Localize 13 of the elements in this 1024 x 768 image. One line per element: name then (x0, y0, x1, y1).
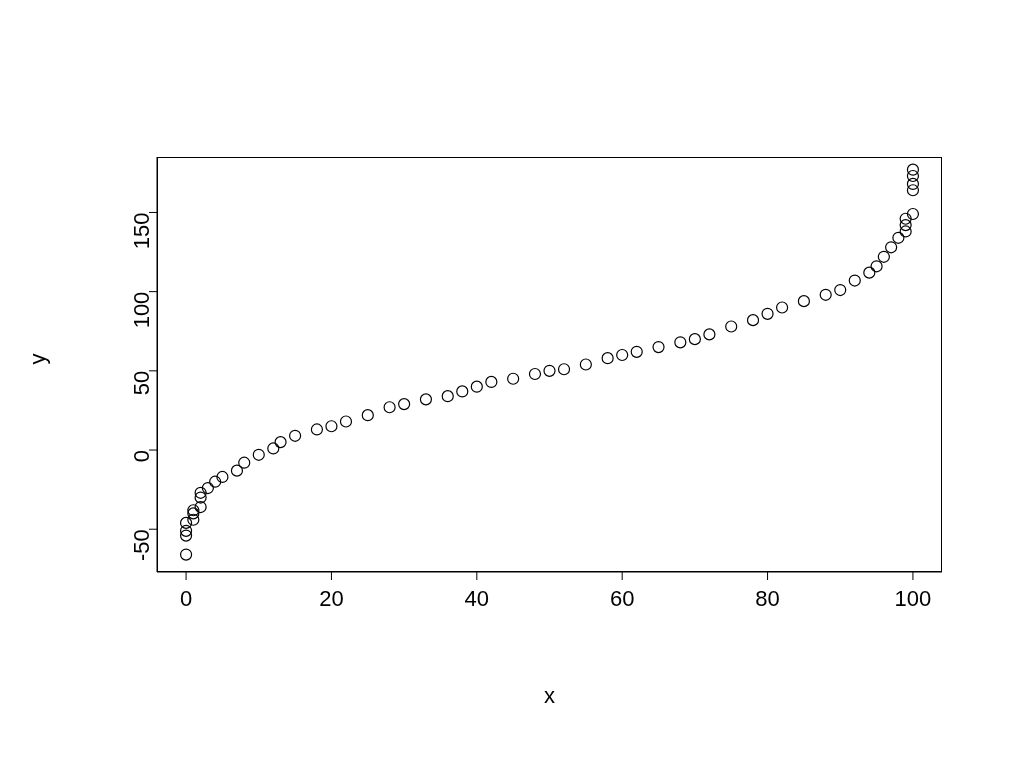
x-axis-title: x (544, 682, 555, 708)
x-tick-label: 40 (464, 585, 490, 611)
y-tick-label: -50 (128, 529, 154, 562)
x-tick-label: 100 (894, 585, 932, 611)
y-tick-label: 50 (128, 370, 154, 396)
x-tick-label: 0 (179, 585, 193, 611)
y-tick-label: 0 (128, 450, 154, 463)
y-axis-title: y (24, 353, 50, 365)
x-tick-label: 20 (319, 585, 344, 611)
x-tick-label: 80 (755, 585, 780, 611)
y-tick-label: 150 (128, 212, 154, 250)
y-tick-label: 100 (128, 291, 154, 329)
x-tick-label: 60 (609, 585, 635, 611)
